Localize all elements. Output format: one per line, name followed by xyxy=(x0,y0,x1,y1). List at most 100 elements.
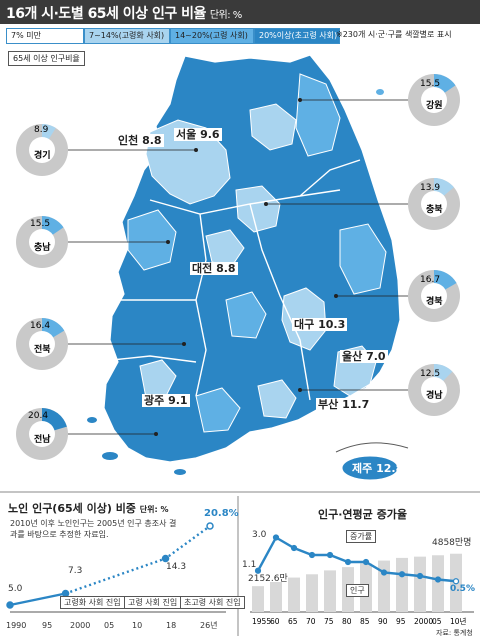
region-mid-central xyxy=(225,291,267,339)
city-value-ulsan: 7.0 xyxy=(366,350,386,363)
stage-superaged: 초고령 사회 진입 xyxy=(180,596,245,609)
region-light-chungbuk xyxy=(235,185,281,233)
elder-chart-title-text: 노인 인구(65세 이상) 비중 xyxy=(8,502,136,515)
elder-chart-note: 2010년 이후 노인인구는 2005년 인구 총조사 결과를 바탕으로 추정한… xyxy=(10,519,177,539)
region-mid-south xyxy=(195,387,241,433)
pop-x-tick: 95 xyxy=(396,617,406,626)
city-label-gwangju: 광주 9.1 xyxy=(142,394,190,407)
title-unit: 단위: % xyxy=(209,10,242,21)
growth-point xyxy=(254,567,262,574)
city-value-seoul: 9.6 xyxy=(200,128,220,141)
city-name-daejeon: 대전 xyxy=(192,262,213,275)
city-name-jeju: 제주 xyxy=(352,462,373,475)
pie-gyeongbuk xyxy=(408,270,460,322)
pie-name-chungbuk: 충북 xyxy=(426,203,443,215)
pop-x-tick: 85 xyxy=(360,617,370,626)
pie-hole xyxy=(29,229,55,255)
pie-value-gyeongbuk: 16.7 xyxy=(420,275,440,285)
city-value-jeju: 12.8 xyxy=(376,462,404,475)
pop-bar xyxy=(396,557,408,612)
korea-map xyxy=(87,54,409,481)
title-bar: 16개 시·도별 65세 이상 인구 비율 단위: % xyxy=(0,0,480,24)
pie-value-chungbuk: 13.9 xyxy=(420,183,440,193)
pie-value-jeonnam: 20.4 xyxy=(28,411,48,421)
city-label-jeju: 제주 12.8 xyxy=(350,462,405,475)
region-light-gwangju xyxy=(139,359,177,399)
growth-point xyxy=(272,534,280,541)
pie-name-jeonnam: 전남 xyxy=(34,433,51,445)
pie-gyeonggi xyxy=(16,124,68,176)
dot-gangwon xyxy=(298,98,302,102)
pop-bar xyxy=(252,586,264,612)
pop-x-tick: 1955 xyxy=(252,617,271,626)
jeju-island xyxy=(341,455,399,481)
stage-aging: 고령화 사회 진입 xyxy=(60,596,125,609)
pie-hole xyxy=(421,191,447,217)
pie-name-chungnam: 충남 xyxy=(34,241,51,253)
dot-jeonbuk xyxy=(182,342,186,346)
city-value-busan: 11.7 xyxy=(342,398,370,411)
elder-point xyxy=(6,601,14,609)
pie-hole xyxy=(421,87,447,113)
pie-caption: 65세 이상 인구비율 xyxy=(8,51,85,66)
dot-chungnam xyxy=(166,240,170,244)
leader-lines xyxy=(66,99,412,435)
pie-name-gyeongbuk: 경북 xyxy=(426,295,443,307)
elder-chart-title: 노인 인구(65세 이상) 비중 단위: % xyxy=(8,500,169,516)
pie-gyeongnam xyxy=(408,364,460,416)
pop-x-tick: 2000 xyxy=(414,617,433,626)
pie-jeonnam xyxy=(16,408,68,460)
pie-chungbuk xyxy=(408,178,460,230)
elder-line-solid xyxy=(9,592,66,607)
pop-bar xyxy=(288,577,300,612)
growth-point xyxy=(290,544,298,552)
elder-x-18: 18 xyxy=(166,621,177,630)
growth-points xyxy=(254,534,460,585)
pie-texts: 8.9 경기 15.5 충남 16.4 전북 20.4 전남 15.5 강원 1… xyxy=(28,79,443,445)
city-value-gwangju: 9.1 xyxy=(168,394,188,407)
elder-label-2018: 14.3 xyxy=(166,562,187,572)
region-light-gyeongnam xyxy=(257,379,297,419)
pop-x-tick: 10년 xyxy=(450,616,467,626)
growth-point xyxy=(380,569,388,576)
legend-item-under7: 7% 미만 xyxy=(6,28,84,44)
elder-chart-unit: 단위: % xyxy=(139,505,169,514)
rate-tag: 증가률 xyxy=(346,530,377,543)
growth-point xyxy=(326,551,334,559)
growth-point xyxy=(398,571,406,578)
region-light-gyeonggi xyxy=(145,119,231,205)
city-label-busan: 부산 11.7 xyxy=(316,398,372,411)
pie-value-gyeonggi: 8.9 xyxy=(34,125,49,135)
pie-value-gangwon: 15.5 xyxy=(420,79,440,89)
pie-chungnam xyxy=(16,216,68,268)
pie-hole xyxy=(29,331,55,357)
elder-label-2000: 7.3 xyxy=(68,566,83,576)
city-name-daegu: 대구 xyxy=(294,318,315,331)
pop-x-tick: 05 xyxy=(432,617,442,626)
city-name-ulsan: 울산 xyxy=(342,350,363,363)
legend-note: ※230개 시·군·구를 색깔별로 표시 xyxy=(336,30,452,39)
page-title: 16개 시·도별 65세 이상 인구 비율 단위: % xyxy=(6,3,242,23)
legend-item-aged: 14~20%(고령 사회) xyxy=(170,28,254,44)
pop-x-tick: 90 xyxy=(378,617,388,626)
legend-item-superaged: 20%이상(초고령 사회) xyxy=(254,28,340,44)
pie-hole xyxy=(29,421,55,447)
city-label-seoul: 서울 9.6 xyxy=(174,128,222,141)
region-light-daejeon xyxy=(205,229,245,267)
pie-name-gyeongnam: 경남 xyxy=(426,389,443,401)
dot-gyeonggi xyxy=(194,148,198,152)
pop-label-last: 4858만명 xyxy=(432,538,472,548)
pop-x-tick: 75 xyxy=(324,617,334,626)
pop-x-tick: 80 xyxy=(342,617,352,626)
pie-name-jeonbuk: 전북 xyxy=(34,343,51,355)
legend-item-aging: 7~14%(고령화 사회) xyxy=(84,28,170,44)
elder-x-1990: 1990 xyxy=(6,621,27,630)
island-south-1 xyxy=(102,452,118,460)
jeju-arc xyxy=(335,442,409,453)
city-value-daejeon: 8.8 xyxy=(216,262,236,275)
pie-value-jeonbuk: 16.4 xyxy=(30,321,50,331)
city-value-incheon: 8.8 xyxy=(142,134,162,147)
pop-bar xyxy=(414,556,426,612)
